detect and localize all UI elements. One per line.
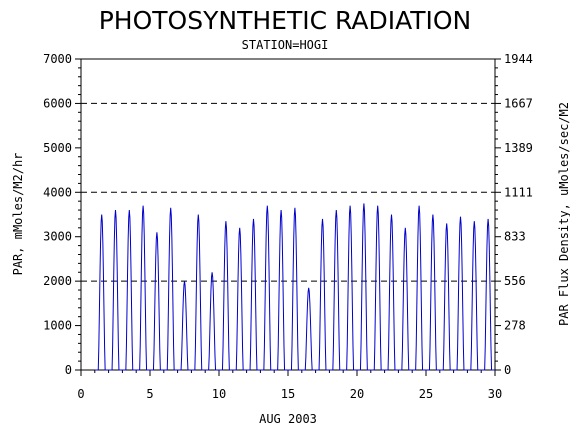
y2-tick-label: 278 (504, 319, 526, 333)
gridlines (81, 102, 495, 282)
y2-tick-label: 1389 (504, 141, 533, 155)
series-layer (94, 203, 495, 371)
y-tick-label: 0 (65, 363, 72, 377)
x-tick-label: 25 (419, 387, 433, 401)
y2-axis-label: PAR Flux Density, uMoles/sec/M2 (557, 102, 570, 326)
x-axis-label: AUG 2003 (259, 412, 317, 426)
chart-title: PHOTOSYNTHETIC RADIATION (99, 6, 472, 35)
y2-tick-label: 1111 (504, 185, 533, 199)
x-tick-label: 30 (488, 387, 502, 401)
x-tick-label: 20 (350, 387, 364, 401)
y2-tick-label: 1944 (504, 52, 533, 66)
y-tick-label: 5000 (43, 141, 72, 155)
y2-tick-label: 833 (504, 230, 526, 244)
y-tick-label: 2000 (43, 274, 72, 288)
series-line (94, 203, 495, 371)
chart-subtitle: STATION=HOGI (242, 38, 329, 52)
x-tick-label: 10 (212, 387, 226, 401)
y2-tick-label: 0 (504, 363, 511, 377)
y2-tick-label: 556 (504, 274, 526, 288)
y-tick-label: 3000 (43, 230, 72, 244)
x-tick-label: 0 (77, 387, 84, 401)
y-tick-label: 1000 (43, 319, 72, 333)
y-axis-label: PAR, mMoles/M2/hr (11, 153, 25, 276)
y-tick-label: 4000 (43, 185, 72, 199)
x-tick-label: 5 (146, 387, 153, 401)
y2-tick-label: 1667 (504, 96, 533, 110)
ticks: 0 1000 2000 3000 4000 5000 6000 7000 0 278 556 833 1… (43, 52, 533, 401)
x-tick-label: 15 (281, 387, 295, 401)
y-tick-label: 7000 (43, 52, 72, 66)
y-tick-label: 6000 (43, 96, 72, 110)
